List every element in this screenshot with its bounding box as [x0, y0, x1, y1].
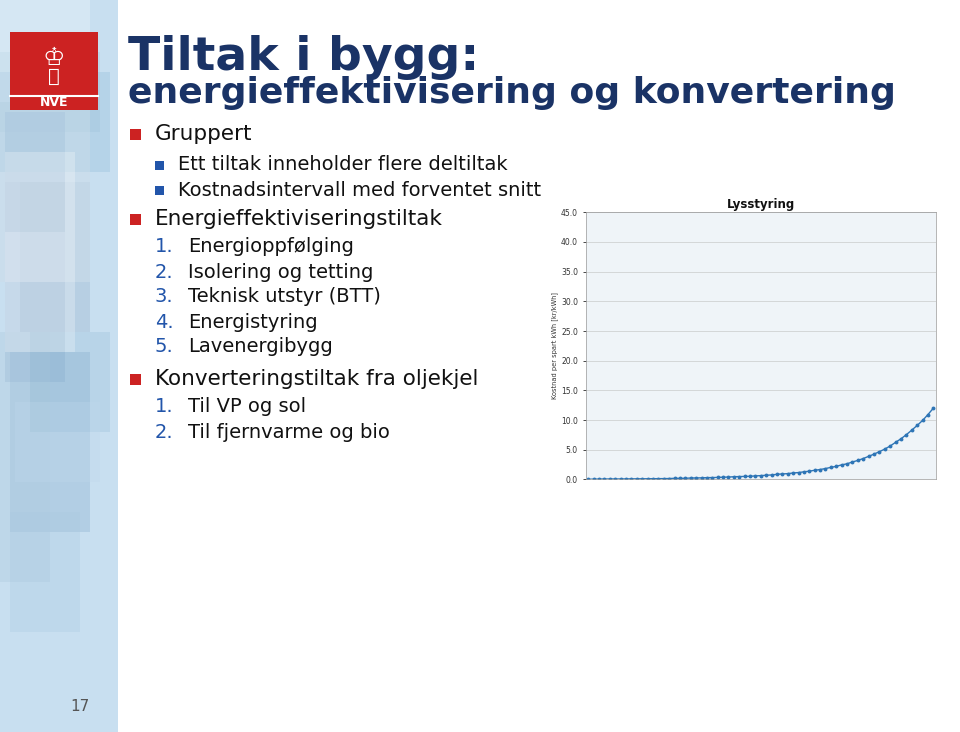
Text: 17: 17 — [71, 699, 90, 714]
Text: Konverteringstiltak fra oljekjel: Konverteringstiltak fra oljekjel — [155, 369, 478, 389]
Text: Gruppert: Gruppert — [155, 124, 252, 144]
Text: 1.: 1. — [155, 397, 174, 417]
Bar — [30, 332, 110, 432]
Bar — [15, 402, 100, 482]
Text: Teknisk utstyr (BTT): Teknisk utstyr (BTT) — [188, 288, 381, 307]
Bar — [155, 186, 164, 195]
Text: Tiltak i bygg:: Tiltak i bygg: — [128, 35, 479, 80]
Text: Kostnadsintervall med forventet snitt: Kostnadsintervall med forventet snitt — [178, 181, 541, 200]
Title: Lysstyring: Lysstyring — [727, 198, 795, 211]
Text: Lavenergibygg: Lavenergibygg — [188, 337, 333, 356]
Bar — [10, 352, 90, 532]
Text: Energistyring: Energistyring — [188, 313, 318, 332]
Text: NVE: NVE — [39, 97, 68, 110]
Text: ♔: ♔ — [43, 46, 65, 70]
Text: 🦁: 🦁 — [48, 67, 60, 86]
Bar — [20, 182, 90, 332]
Bar — [0, 72, 110, 172]
Bar — [10, 32, 98, 110]
Bar — [130, 374, 141, 385]
Text: Ett tiltak inneholder flere deltiltak: Ett tiltak inneholder flere deltiltak — [178, 155, 508, 174]
Bar — [130, 214, 141, 225]
Bar — [155, 161, 164, 170]
Y-axis label: Kostnad per spart kWh [kr/kWh]: Kostnad per spart kWh [kr/kWh] — [551, 292, 558, 400]
Text: 1.: 1. — [155, 237, 174, 256]
Bar — [0, 102, 90, 282]
Text: Energieffektiviseringstiltak: Energieffektiviseringstiltak — [155, 209, 443, 229]
Bar — [10, 512, 80, 632]
Bar — [5, 152, 75, 352]
Bar — [5, 182, 65, 382]
Text: Til VP og sol: Til VP og sol — [188, 397, 306, 417]
Text: 3.: 3. — [155, 288, 174, 307]
Text: 2.: 2. — [155, 422, 174, 441]
Bar — [0, 52, 100, 132]
Text: Energioppfølging: Energioppfølging — [188, 237, 354, 256]
Bar — [0, 332, 50, 582]
Bar — [0, 0, 118, 732]
Text: 2.: 2. — [155, 263, 174, 282]
Text: Isolering og tetting: Isolering og tetting — [188, 263, 373, 282]
Bar — [5, 112, 65, 232]
Bar — [130, 129, 141, 140]
Text: 5.: 5. — [155, 337, 174, 356]
Text: 4.: 4. — [155, 313, 174, 332]
Text: Til fjernvarme og bio: Til fjernvarme og bio — [188, 422, 390, 441]
Bar — [0, 0, 90, 282]
Text: energieffektivisering og konvertering: energieffektivisering og konvertering — [128, 76, 896, 110]
